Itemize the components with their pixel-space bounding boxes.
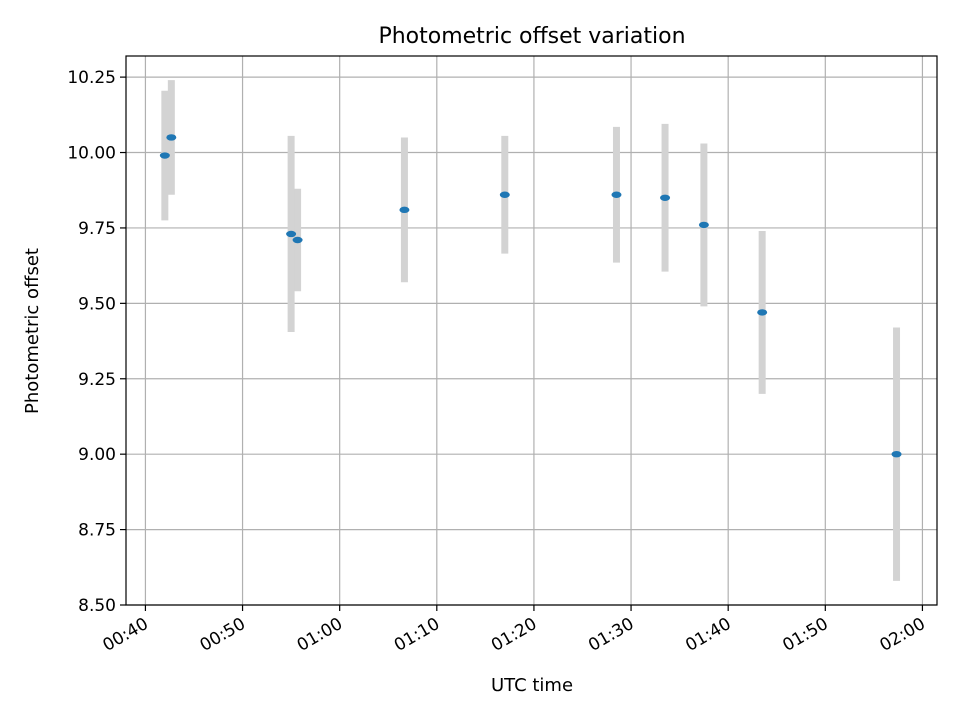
data-point — [891, 450, 902, 458]
grid — [126, 56, 937, 606]
data-points — [159, 134, 902, 458]
y-axis-label: Photometric offset — [22, 248, 43, 414]
data-point — [166, 134, 177, 141]
y-tick-label: 9.75 — [78, 219, 116, 239]
plot-frame — [125, 55, 938, 606]
data-point — [660, 194, 671, 201]
data-point — [499, 191, 510, 198]
y-tick-label: 9.00 — [78, 445, 116, 465]
y-tick-label: 10.00 — [67, 144, 116, 164]
y-axis-ticks: 8.50 8.75 9.00 9.25 9.50 9.75 10.00 10.25 — [67, 68, 126, 616]
data-point — [159, 152, 170, 159]
data-point — [698, 221, 709, 229]
data-point — [292, 236, 303, 244]
y-tick-label: 9.50 — [78, 294, 116, 314]
data-point — [611, 191, 622, 198]
data-point — [286, 230, 297, 238]
y-tick-label: 10.25 — [67, 68, 116, 88]
data-point — [399, 206, 410, 214]
x-axis-label: UTC time — [491, 675, 573, 696]
y-tick-label: 8.75 — [78, 521, 116, 541]
data-point — [757, 309, 768, 316]
y-tick-label: 8.50 — [78, 596, 116, 616]
y-tick-label: 9.25 — [78, 370, 116, 390]
chart-title: Photometric offset variation — [378, 24, 685, 49]
